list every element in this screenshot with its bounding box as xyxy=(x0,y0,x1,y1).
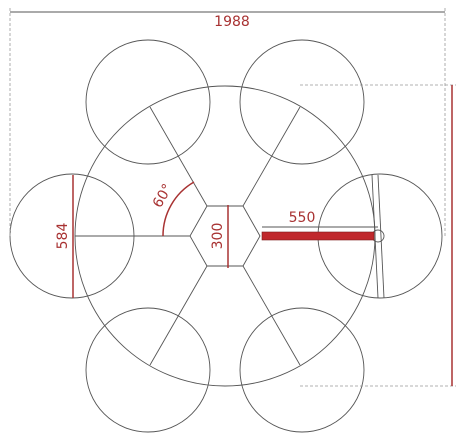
outline xyxy=(9,39,443,433)
dim-label: 1988 xyxy=(214,14,250,30)
dim-label: 300 xyxy=(210,223,226,250)
seat xyxy=(85,307,211,433)
seat-brace xyxy=(377,174,385,299)
spoke xyxy=(149,106,208,207)
spoke xyxy=(242,106,301,207)
seat xyxy=(85,39,211,165)
seat xyxy=(239,307,365,433)
dim-label: 550 xyxy=(289,210,316,226)
dim-label: 1404 xyxy=(458,218,462,254)
angle-arc xyxy=(162,181,195,237)
spoke xyxy=(242,265,301,366)
seat-brace xyxy=(371,174,379,299)
seat xyxy=(239,39,365,165)
dim-label: 584 xyxy=(55,223,71,250)
spoke xyxy=(149,265,208,366)
arm xyxy=(261,231,375,241)
angle-label: 60° xyxy=(150,181,176,211)
dimensions: 1988 1404 584 300 550 60° xyxy=(9,8,462,387)
